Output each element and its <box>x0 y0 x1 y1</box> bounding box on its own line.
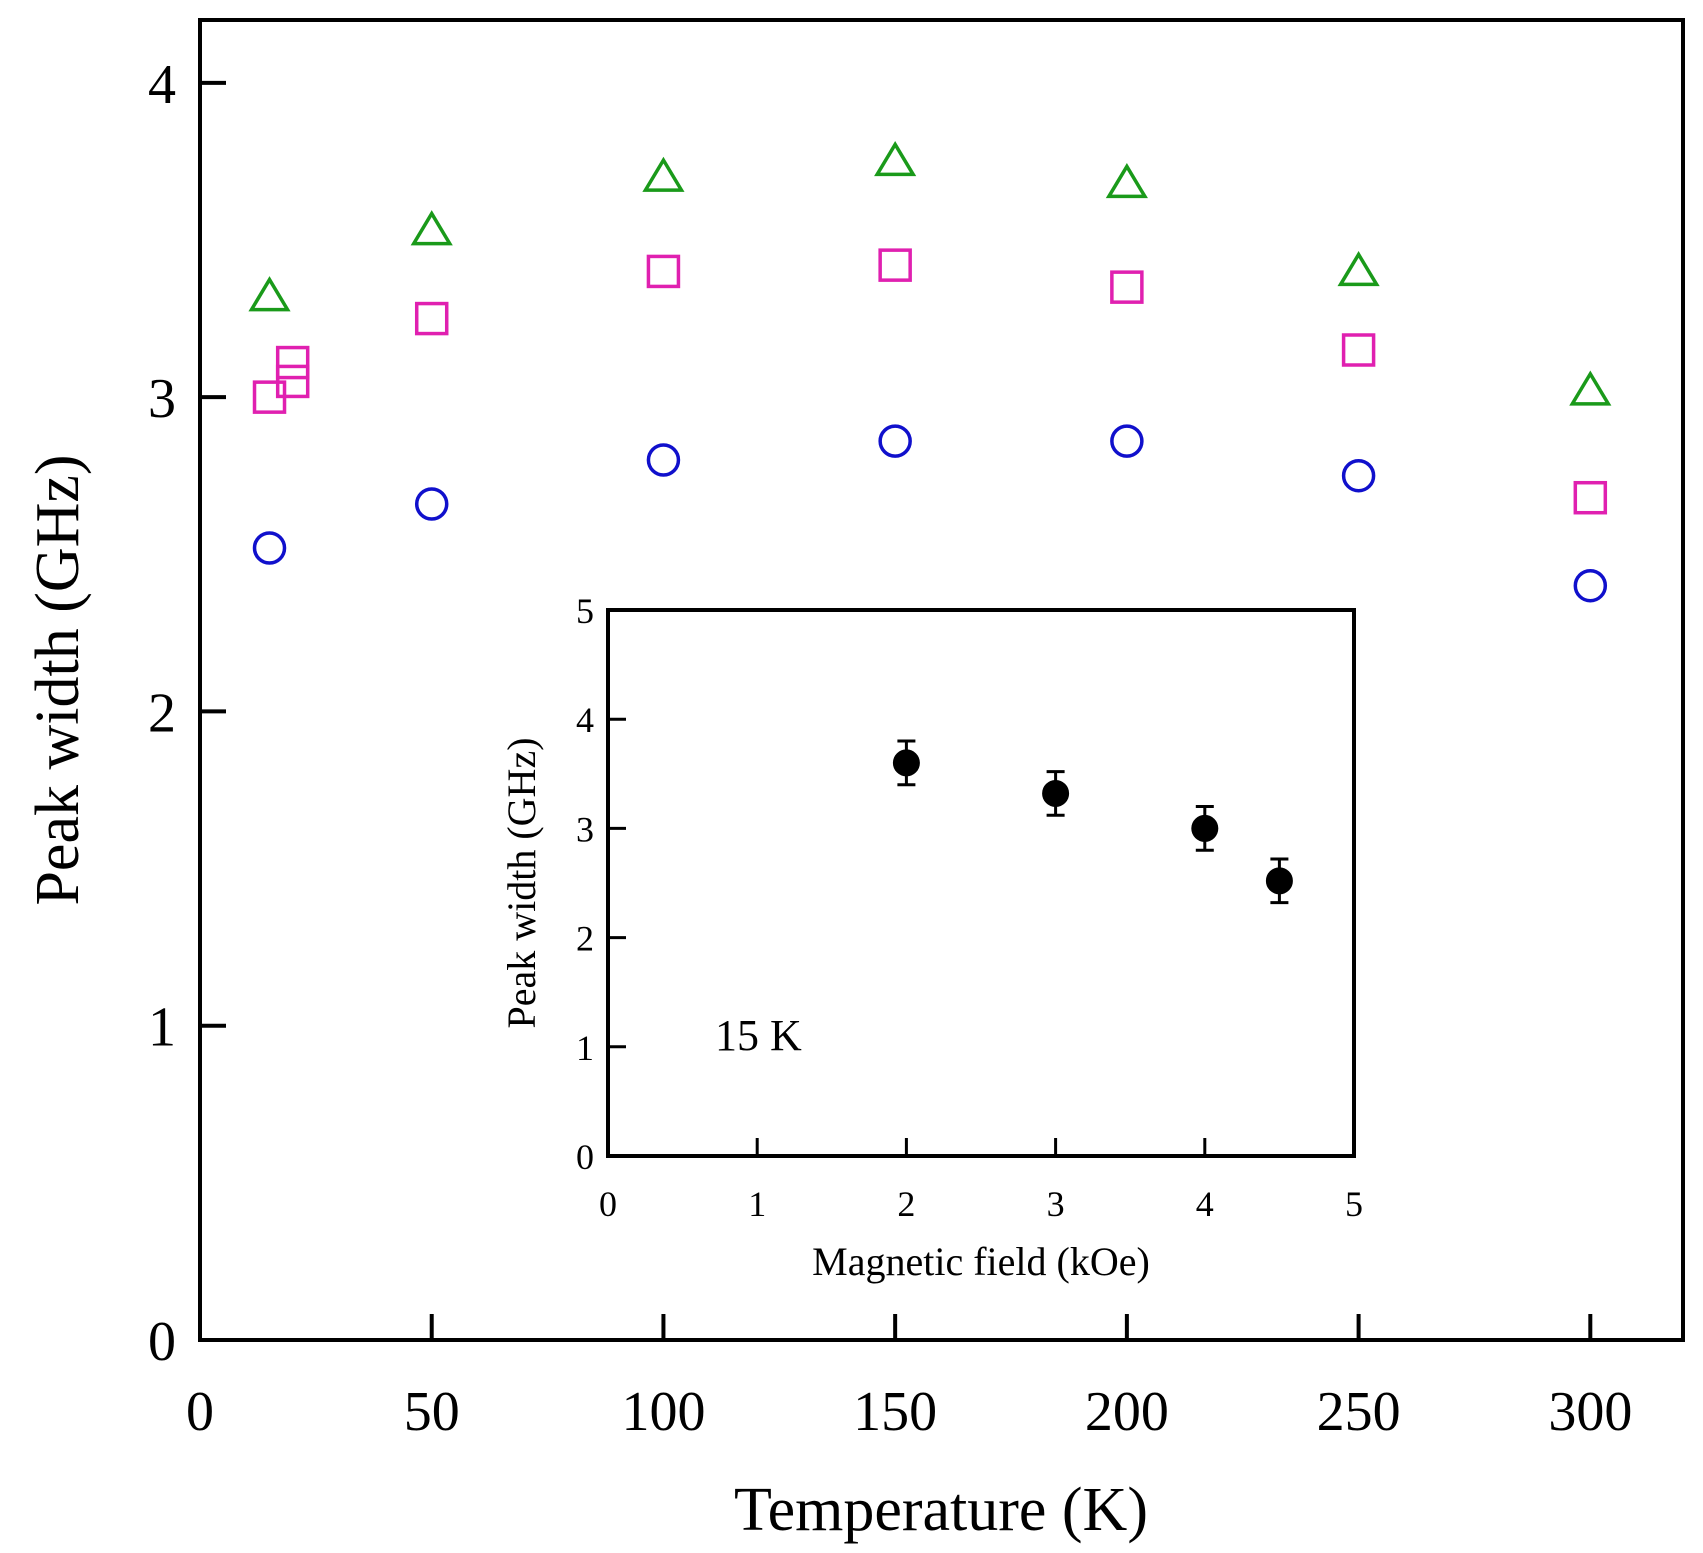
square-marker <box>275 364 310 399</box>
circle-marker <box>1573 568 1608 603</box>
inset-x-tick-label: 0 <box>599 1184 617 1224</box>
circle-marker <box>1110 424 1144 458</box>
square-marker <box>1573 480 1608 515</box>
circle-marker <box>646 443 681 477</box>
main-x-tick-label: 50 <box>404 1381 460 1443</box>
main-y-tick-label: 0 <box>148 1311 176 1373</box>
inset-x-tick-label: 1 <box>748 1184 766 1224</box>
filled-circle-marker <box>892 749 920 777</box>
inset-data-points <box>892 739 1293 905</box>
square-marker <box>878 248 912 282</box>
inset-annotation-temperature: 15 K <box>715 1011 802 1060</box>
main-y-tick-labels: 0 1 2 3 4 <box>148 54 176 1373</box>
main-y-axis-ticks <box>200 80 226 1342</box>
triangle-marker <box>1105 163 1148 199</box>
inset-x-tick-label: 5 <box>1345 1184 1363 1224</box>
triangle-marker <box>642 156 685 192</box>
inset-plot-frame <box>606 608 1356 1158</box>
inset-series <box>892 739 1293 905</box>
series-circles <box>252 424 1608 603</box>
inset-y-tick-label: 3 <box>576 809 594 849</box>
main-data-points <box>248 141 1612 603</box>
circle-marker <box>414 487 449 521</box>
filled-circle-marker <box>1042 779 1070 807</box>
main-y-tick-label: 3 <box>148 368 176 430</box>
inset-y-tick-label: 2 <box>576 919 594 959</box>
main-x-tick-label: 0 <box>186 1381 214 1443</box>
triangle-marker <box>248 276 291 312</box>
inset-y-axis-label: Peak width (GHz) <box>499 737 544 1028</box>
inset-x-tick-label: 3 <box>1047 1184 1065 1224</box>
triangle-marker <box>1337 251 1380 287</box>
inset-x-tick-label: 4 <box>1196 1184 1214 1224</box>
main-y-axis-label: Peak width (GHz) <box>24 454 92 905</box>
series-triangles <box>248 141 1612 406</box>
main-plot-frame <box>198 18 1685 1342</box>
inset-y-tick-labels: 0 1 2 3 4 5 <box>576 591 594 1177</box>
triangle-marker <box>410 210 453 246</box>
triangle-marker <box>1569 370 1612 406</box>
main-x-tick-labels: 0 50 100 150 200 250 300 <box>186 1381 1632 1443</box>
main-x-tick-label: 100 <box>621 1381 705 1443</box>
main-y-tick-label: 2 <box>148 682 176 744</box>
filled-circle-marker <box>1265 867 1293 895</box>
square-marker <box>275 345 310 380</box>
main-y-tick-label: 1 <box>148 997 176 1059</box>
filled-circle-marker <box>1191 814 1219 842</box>
main-x-tick-label: 150 <box>853 1381 937 1443</box>
inset-x-tick-labels: 0 1 2 3 4 5 <box>599 1184 1363 1224</box>
circle-marker <box>878 424 912 458</box>
circle-marker <box>1341 458 1376 493</box>
main-y-tick-label: 4 <box>148 54 176 116</box>
triangle-marker <box>874 141 917 177</box>
inset-y-tick-label: 5 <box>576 591 594 631</box>
inset-plot-background <box>608 610 1354 1156</box>
circle-marker <box>252 531 287 565</box>
main-x-axis-label: Temperature (K) <box>734 1476 1148 1544</box>
inset-y-tick-label: 0 <box>576 1137 594 1177</box>
main-x-tick-label: 200 <box>1085 1381 1169 1443</box>
square-marker <box>1110 270 1144 304</box>
series-squares <box>252 248 1608 515</box>
main-x-tick-label: 300 <box>1548 1381 1632 1443</box>
main-x-tick-label: 250 <box>1317 1381 1401 1443</box>
inset-x-axis-label: Magnetic field (kOe) <box>812 1239 1150 1284</box>
main-x-axis-ticks <box>198 1314 1593 1340</box>
square-marker <box>414 301 449 336</box>
inset-y-tick-label: 4 <box>576 700 594 740</box>
square-marker <box>1341 333 1376 367</box>
square-marker <box>646 254 681 289</box>
inset-x-tick-label: 2 <box>897 1184 915 1224</box>
inset-y-tick-label: 1 <box>576 1028 594 1068</box>
